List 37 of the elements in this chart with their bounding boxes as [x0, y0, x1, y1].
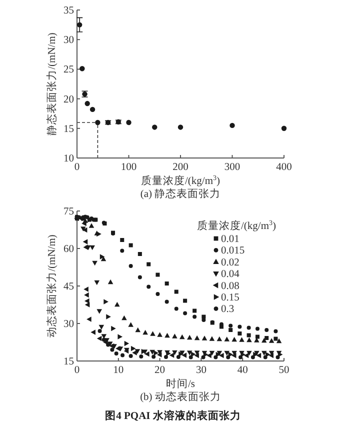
x-tick-label: 200 — [172, 162, 188, 173]
text: (b) 动态表面张力 — [140, 390, 221, 403]
legend-label: 0.08 — [221, 280, 240, 292]
x-tick-label: 0 — [74, 365, 80, 376]
y-tick-label: 10 — [64, 154, 74, 164]
y-axis-title: 静态表面张力/(mN/m) — [45, 32, 58, 136]
x-tick-label: 10 — [113, 365, 124, 376]
caption: 图4 PQAI 水溶液的表面张力 — [105, 409, 241, 422]
y-tick-label: 20 — [64, 94, 74, 106]
legend-label: 0.3 — [221, 304, 234, 316]
legend-label: 0.015 — [221, 246, 245, 257]
y-tick-label: 25 — [64, 64, 74, 76]
y-tick-label: 45 — [64, 282, 74, 292]
x-tick-label: 100 — [120, 162, 137, 173]
x-tick-label: 300 — [224, 162, 240, 173]
y-tick-label: 75 — [64, 206, 74, 218]
legend-label: 0.02 — [221, 257, 240, 268]
text: (a) 静态表面张力 — [140, 187, 221, 200]
y-tick-label: 15 — [64, 356, 74, 368]
x-tick-label: 20 — [154, 365, 166, 376]
legend-title: 质量浓度/(kg/m$^{3}$) — [197, 219, 276, 232]
y-tick-label: 30 — [64, 35, 74, 46]
legend-label: 0.01 — [221, 234, 240, 245]
y-tick-label: 60 — [64, 244, 74, 255]
x-tick-label: 30 — [196, 365, 206, 376]
y-tick-label: 35 — [64, 6, 74, 16]
x-tick-label: 400 — [276, 162, 292, 173]
y-axis-title: 动态表面张力/(mN/m) — [45, 234, 58, 338]
y-tick-label: 30 — [64, 319, 74, 330]
x-axis-title: 质量浓度/(kg/m$^{3}$) — [141, 174, 220, 187]
x-tick-label: 0 — [74, 162, 80, 173]
y-tick-label: 15 — [64, 124, 74, 135]
x-tick-label: 50 — [278, 365, 290, 376]
x-axis-title: 时间/s — [166, 377, 196, 390]
legend-label: 0.04 — [221, 269, 240, 280]
x-tick-label: 40 — [237, 365, 248, 376]
legend-label: 0.15 — [221, 292, 240, 304]
